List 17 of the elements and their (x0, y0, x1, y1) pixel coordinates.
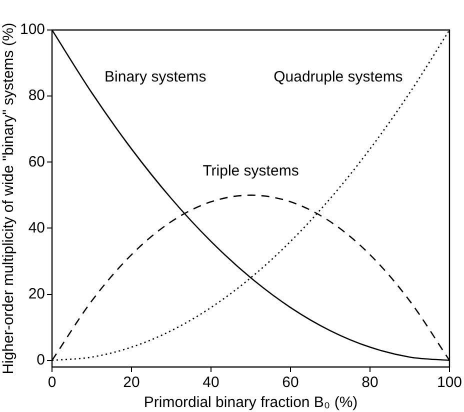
y-tick-label: 40 (28, 219, 46, 236)
y-axis-title: Higher-order multiplicity of wide "binary" systems (%) (0, 22, 18, 374)
x-tick-label: 80 (362, 374, 378, 392)
x-tick-label: 20 (123, 374, 140, 392)
x-axis-title: Primordial binary fraction B₀ (%) (144, 394, 358, 412)
series-label: Binary systems (104, 68, 206, 86)
series-label: Quadruple systems (274, 68, 403, 86)
y-tick-label: 80 (28, 87, 46, 104)
series-label: Triple systems (202, 162, 299, 180)
x-tick-label: 40 (202, 374, 220, 392)
y-tick-label: 100 (20, 21, 46, 38)
y-tick-label: 20 (28, 285, 46, 302)
x-tick-label: 100 (436, 374, 462, 392)
x-tick-label: 60 (282, 374, 299, 392)
y-tick-label: 0 (36, 352, 46, 369)
x-tick-label: 0 (48, 374, 56, 392)
y-tick-label: 60 (28, 153, 46, 170)
